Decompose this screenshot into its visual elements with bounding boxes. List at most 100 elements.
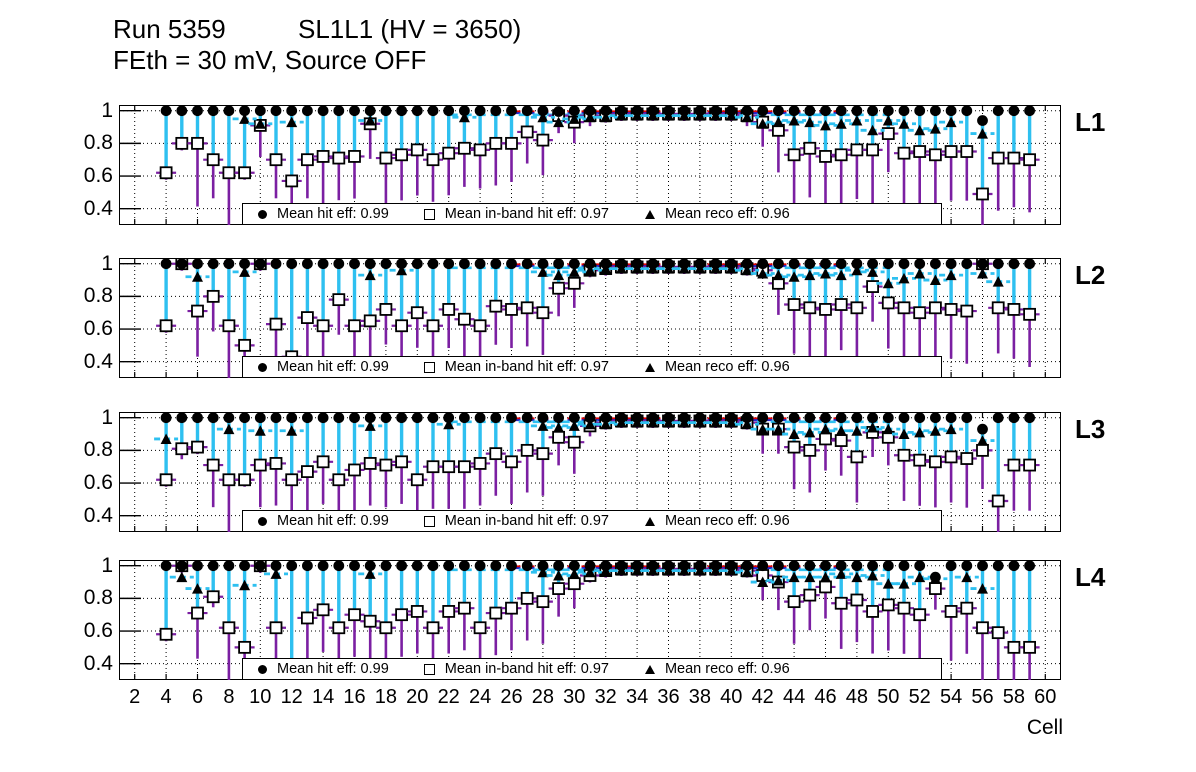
inband-eff-marker (222, 319, 236, 333)
hit-eff-marker (537, 105, 549, 117)
hit-eff-marker (474, 560, 486, 572)
inband-eff-marker (929, 301, 942, 315)
hit-eff-marker (741, 560, 753, 572)
x-tick-label: 48 (845, 686, 869, 708)
inband-eff-marker (238, 166, 251, 180)
hit-eff-marker (788, 105, 800, 117)
x-tick-label: 12 (280, 686, 303, 708)
legend-label: Mean hit eff: 0.99 (277, 359, 389, 375)
x-tick-label: 34 (625, 686, 649, 708)
hit-eff-marker (992, 105, 1004, 117)
reco-eff-marker (537, 266, 549, 277)
y-tick-label: 0.4 (83, 349, 113, 373)
inband-eff-marker (787, 148, 801, 162)
hit-eff-marker (725, 258, 737, 270)
hit-eff-marker (223, 105, 235, 117)
x-tick-label: 20 (406, 686, 429, 708)
reco-eff-marker (364, 269, 376, 281)
hit-eff-marker (647, 560, 659, 572)
reco-eff-marker (788, 115, 800, 126)
hit-eff-marker (568, 258, 580, 270)
hit-eff-marker (380, 258, 392, 270)
reco-eff-marker (851, 425, 863, 436)
hit-eff-marker (914, 105, 926, 117)
y-tick-label: 0.8 (83, 586, 113, 610)
inband-eff-marker (206, 153, 220, 167)
reco-eff-marker (553, 269, 565, 281)
hit-eff-marker (882, 560, 894, 572)
hit-eff-marker (945, 412, 957, 424)
reco-eff-marker (898, 578, 910, 589)
inband-eff-marker (881, 127, 895, 140)
x-tick-label: 30 (563, 686, 586, 708)
hit-eff-marker (1008, 105, 1020, 117)
inband-eff-marker (960, 145, 974, 158)
inband-eff-marker (505, 455, 518, 469)
x-tick-label: 28 (531, 686, 555, 708)
inband-eff-marker (991, 626, 1005, 640)
inband-eff-marker (269, 317, 283, 331)
inband-eff-marker (944, 450, 958, 464)
hit-eff-marker (506, 105, 517, 117)
hit-eff-marker (254, 412, 266, 424)
hit-eff-marker (757, 560, 769, 572)
hit-eff-marker (977, 258, 988, 270)
hit-eff-marker (631, 560, 643, 572)
reco-eff-marker (929, 274, 941, 286)
hit-eff-marker (302, 258, 313, 270)
reco-eff-marker (223, 423, 235, 435)
x-tick-label: 8 (223, 686, 235, 708)
reco-eff-marker (788, 271, 800, 282)
reco-eff-marker (553, 570, 565, 581)
inband-eff-marker (803, 443, 817, 457)
y-tick-label: 1 (101, 405, 113, 429)
hit-eff-marker (945, 105, 957, 117)
inband-eff-marker (410, 306, 424, 320)
hit-eff-marker (490, 560, 502, 572)
reco-eff-marker (741, 418, 753, 430)
hit-eff-marker (961, 412, 973, 424)
hit-eff-marker (741, 412, 753, 424)
hit-eff-marker (678, 412, 690, 424)
reco-eff-marker (820, 119, 831, 131)
hit-eff-marker (977, 560, 988, 572)
triangle-icon (639, 209, 661, 219)
hit-eff-marker (490, 105, 502, 117)
inband-eff-marker (191, 606, 204, 620)
inband-eff-marker (787, 440, 801, 454)
hit-eff-marker (553, 560, 564, 572)
inband-eff-marker (929, 455, 942, 469)
y-tick-label: 0.4 (83, 196, 113, 220)
circle-glyph (257, 664, 267, 674)
inband-eff-marker (803, 141, 817, 155)
y-tick-label: 0.8 (83, 438, 113, 462)
reco-eff-marker (882, 115, 894, 126)
hit-eff-marker (820, 258, 831, 270)
circle-icon (251, 516, 273, 526)
legend-label: Mean in-band hit eff: 0.97 (444, 513, 609, 529)
inband-eff-marker (1007, 151, 1021, 165)
inband-eff-marker (348, 463, 361, 477)
triangle-icon (639, 362, 661, 372)
inband-eff-marker (520, 125, 534, 139)
hit-eff-marker (443, 258, 455, 270)
hit-eff-marker (773, 258, 784, 270)
reco-eff-marker (584, 566, 596, 578)
hit-eff-marker (835, 105, 847, 117)
reco-eff-marker (898, 118, 910, 129)
reco-eff-marker (568, 568, 580, 579)
hit-eff-marker (867, 258, 878, 270)
reco-eff-marker (788, 571, 800, 583)
hit-eff-marker (788, 560, 800, 572)
inband-eff-marker (1007, 303, 1021, 316)
hit-eff-marker (396, 258, 407, 270)
hit-eff-marker (380, 412, 392, 424)
hit-eff-marker (694, 560, 706, 572)
inband-eff-marker (363, 614, 377, 628)
hit-eff-marker (1008, 258, 1020, 270)
triangle-icon (639, 516, 661, 526)
hit-eff-marker (882, 105, 894, 117)
hit-eff-marker (851, 560, 863, 572)
reco-eff-marker (239, 579, 251, 591)
hit-eff-marker (333, 560, 345, 572)
